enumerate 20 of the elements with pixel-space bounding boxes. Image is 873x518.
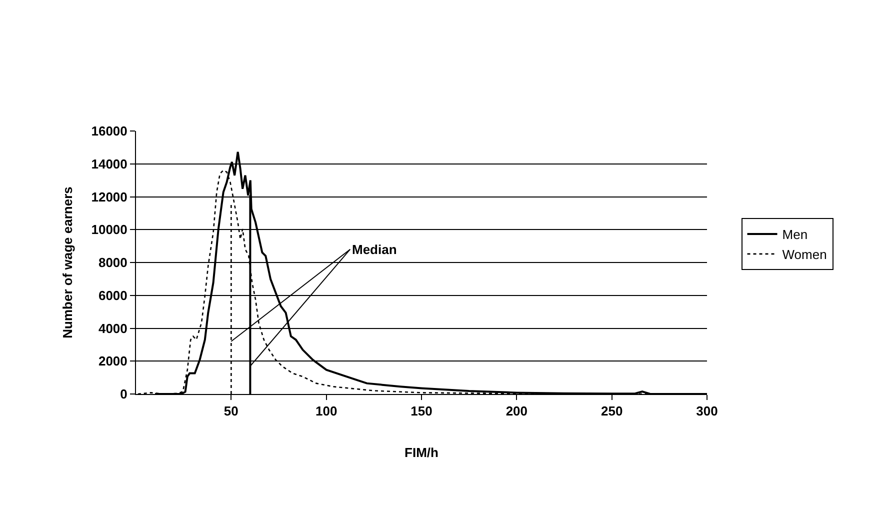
y-tick-label: 8000 [98, 255, 128, 270]
y-tick-label: 16000 [91, 124, 128, 139]
legend-label: Women [782, 247, 827, 262]
x-tick-label: 300 [696, 404, 718, 419]
legend-label: Men [782, 227, 808, 242]
x-tick-label: 50 [224, 404, 238, 419]
y-tick-label: 14000 [91, 156, 128, 172]
y-tick-label: 2000 [98, 354, 128, 369]
y-axis-title: Number of wage earners [60, 186, 76, 338]
x-tick-label: 150 [410, 404, 432, 419]
x-tick-label: 200 [506, 404, 528, 419]
x-tick-label: 100 [315, 404, 338, 419]
y-tick-label: 4000 [98, 320, 128, 336]
y-tick-label: 10000 [91, 222, 128, 238]
x-tick-label: 250 [600, 404, 623, 419]
annotation: Median [352, 242, 397, 257]
x-axis-title: FIM/h [404, 445, 439, 460]
y-tick-label: 12000 [91, 189, 128, 204]
y-tick-label: 0 [120, 386, 128, 402]
y-tick-label: 6000 [98, 288, 128, 303]
